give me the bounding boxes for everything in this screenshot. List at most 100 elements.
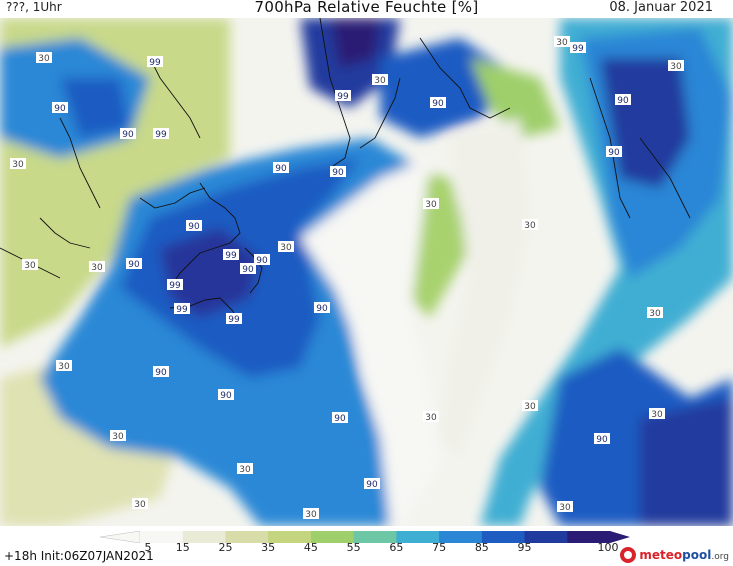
contour-label: 90 <box>254 254 270 266</box>
contour-label: 90 <box>126 258 142 270</box>
contour-label: 99 <box>147 56 163 68</box>
svg-text:90: 90 <box>256 256 268 266</box>
contour-label: 90 <box>186 220 202 232</box>
svg-text:90: 90 <box>334 414 346 424</box>
contour-label: 30 <box>56 360 72 372</box>
contour-label: 90 <box>314 302 330 314</box>
colorbar-arrow-right <box>610 531 630 543</box>
contour-label: 90 <box>120 128 136 140</box>
svg-text:30: 30 <box>374 76 386 86</box>
svg-text:90: 90 <box>155 368 167 378</box>
colorbar-swatch <box>225 531 269 543</box>
svg-text:30: 30 <box>305 510 317 520</box>
svg-text:99: 99 <box>169 281 181 291</box>
svg-text:99: 99 <box>228 315 240 325</box>
svg-text:99: 99 <box>572 44 584 54</box>
colorbar-swatch <box>310 531 355 543</box>
contour-label: 99 <box>167 279 183 291</box>
contour-label: 90 <box>615 94 631 106</box>
contour-labels: 30 99 99 30 90 90 30 90 90 99 99 90 99 9… <box>10 36 684 520</box>
contour-label: 30 <box>522 400 538 412</box>
contour-label: 30 <box>554 36 570 48</box>
colorbar-tick-label: 25 <box>218 541 233 554</box>
svg-text:90: 90 <box>54 104 66 114</box>
contour-label: 30 <box>10 158 26 170</box>
contour-label: 30 <box>423 198 439 210</box>
colorbar-swatch <box>140 531 184 543</box>
svg-text:30: 30 <box>280 243 292 253</box>
contour-label: 90 <box>330 166 346 178</box>
contour-label: 30 <box>237 463 253 475</box>
svg-text:30: 30 <box>670 62 682 72</box>
contour-label: 90 <box>153 366 169 378</box>
coastlines <box>0 18 691 321</box>
contour-label: 90 <box>218 389 234 401</box>
colorbar-swatch <box>396 531 440 543</box>
contour-label: 30 <box>278 241 294 253</box>
contour-label: 90 <box>332 412 348 424</box>
svg-text:30: 30 <box>239 465 251 475</box>
contour-label: 90 <box>273 162 289 174</box>
contour-label: 30 <box>132 498 148 510</box>
colorbar-swatch <box>268 531 312 543</box>
svg-text:30: 30 <box>12 160 24 170</box>
map-field: 30 99 99 30 90 90 30 90 90 99 99 90 99 9… <box>0 18 733 526</box>
valid-date: 08. Januar 2021 <box>609 0 713 15</box>
svg-text:90: 90 <box>220 391 232 401</box>
contour-label: 90 <box>430 97 446 109</box>
map-title: 700hPa Relative Feuchte [%] <box>254 0 479 16</box>
svg-text:90: 90 <box>432 99 444 109</box>
contour-label: 90 <box>52 102 68 114</box>
contour-label: 99 <box>223 249 239 261</box>
colorbar-tick-label: 15 <box>175 541 190 554</box>
run-label: ???, 1Uhr <box>6 0 62 14</box>
colorbar-swatch <box>182 531 226 543</box>
colorbar-swatch <box>481 531 526 543</box>
svg-text:30: 30 <box>524 402 536 412</box>
colorbar-tick-label: 45 <box>303 541 318 554</box>
logo-text: meteopool.org <box>639 548 729 562</box>
meteopool-logo: meteopool.org <box>620 546 729 564</box>
svg-text:30: 30 <box>651 410 663 420</box>
contour-label: 30 <box>36 52 52 64</box>
svg-text:30: 30 <box>91 263 103 273</box>
svg-text:30: 30 <box>58 362 70 372</box>
svg-text:90: 90 <box>608 148 620 158</box>
svg-text:30: 30 <box>38 54 50 64</box>
svg-text:30: 30 <box>524 221 536 231</box>
colorbar-arrow-left <box>99 530 141 544</box>
contour-label: 30 <box>89 261 105 273</box>
logo-icon <box>620 547 637 563</box>
colorbar-swatches <box>99 530 630 544</box>
contour-label: 99 <box>570 42 586 54</box>
humidity-map: 30 99 99 30 90 90 30 90 90 99 99 90 99 9… <box>0 18 733 526</box>
svg-text:90: 90 <box>128 260 140 270</box>
svg-text:99: 99 <box>337 92 349 102</box>
contour-label: 30 <box>423 411 439 423</box>
header-bar: ???, 1Uhr 700hPa Relative Feuchte [%] 08… <box>0 0 733 18</box>
contour-label: 99 <box>153 128 169 140</box>
contour-label: 30 <box>22 259 38 271</box>
contour-label: 99 <box>335 90 351 102</box>
svg-text:99: 99 <box>155 130 167 140</box>
colorbar-tick-label: 85 <box>474 541 489 554</box>
svg-text:90: 90 <box>332 168 344 178</box>
colorbar-tick-label: 55 <box>346 541 361 554</box>
contour-label: 30 <box>110 430 126 442</box>
svg-text:99: 99 <box>225 251 237 261</box>
svg-text:90: 90 <box>316 304 328 314</box>
contour-label: 90 <box>594 433 610 445</box>
svg-text:90: 90 <box>242 265 254 275</box>
colorbar-tick-label: 65 <box>389 541 404 554</box>
colorbar-tick-label: 95 <box>517 541 532 554</box>
svg-text:90: 90 <box>366 480 378 490</box>
svg-text:30: 30 <box>425 413 437 423</box>
contour-label: 99 <box>174 303 190 315</box>
contour-label: 30 <box>303 508 319 520</box>
svg-text:30: 30 <box>559 503 571 513</box>
contour-label: 30 <box>647 307 663 319</box>
colorbar-swatch <box>567 531 611 543</box>
svg-text:90: 90 <box>617 96 629 106</box>
colorbar-swatch <box>439 531 483 543</box>
contour-label: 99 <box>226 313 242 325</box>
